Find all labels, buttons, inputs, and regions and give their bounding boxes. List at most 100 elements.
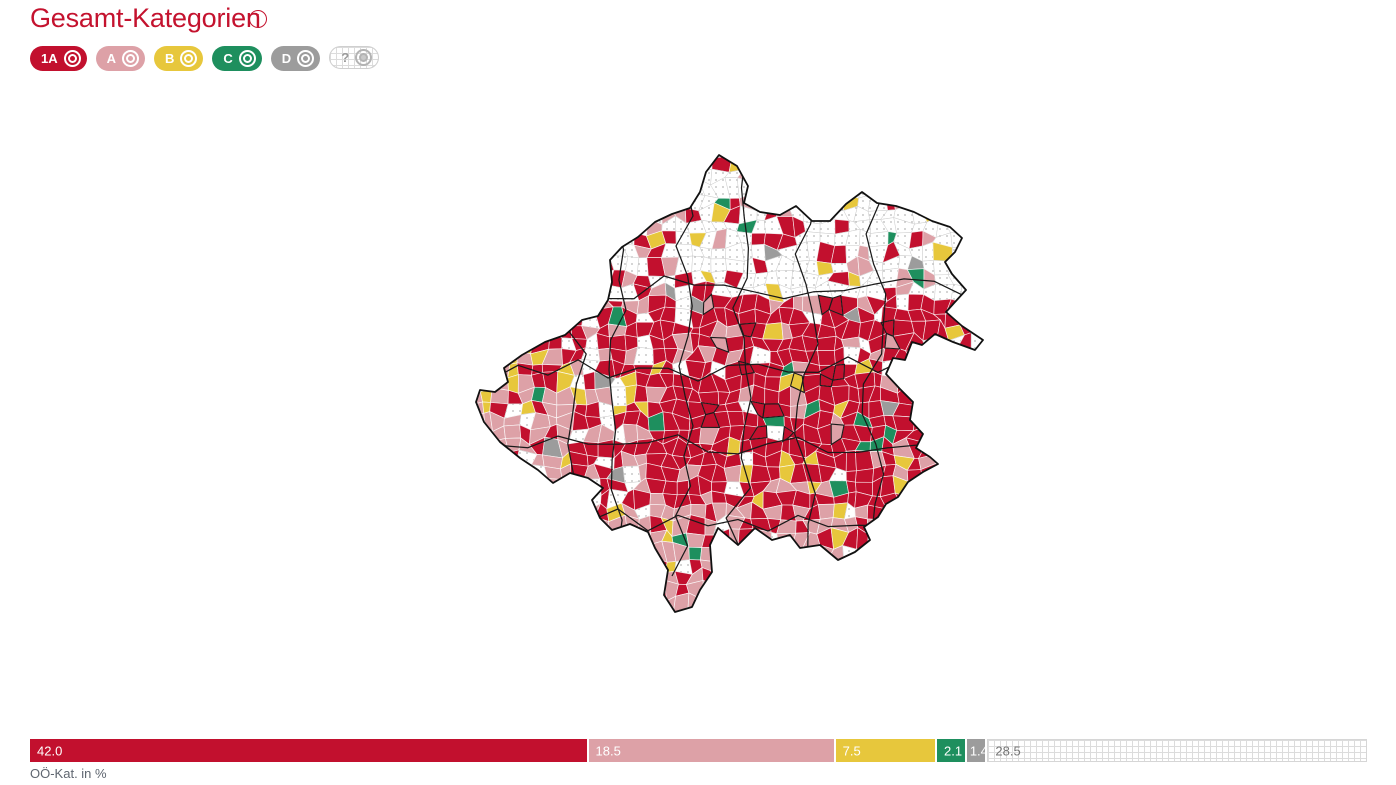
municipality[interactable]	[893, 142, 912, 153]
municipality[interactable]	[973, 543, 988, 557]
municipality[interactable]	[947, 568, 966, 584]
municipality[interactable]	[893, 514, 915, 536]
municipality[interactable]	[490, 468, 510, 478]
municipality[interactable]	[481, 451, 496, 471]
municipality[interactable]	[541, 488, 562, 508]
municipality[interactable]	[504, 280, 522, 303]
municipality[interactable]	[613, 580, 624, 601]
municipality[interactable]	[621, 177, 641, 199]
municipality[interactable]	[586, 606, 598, 617]
municipality[interactable]	[468, 582, 483, 600]
municipality[interactable]	[470, 320, 484, 338]
municipality[interactable]	[985, 544, 988, 557]
municipality[interactable]	[494, 189, 512, 207]
choropleth-map[interactable]	[468, 142, 988, 617]
municipality[interactable]	[986, 308, 988, 325]
municipality[interactable]	[581, 587, 599, 599]
municipality[interactable]	[507, 338, 521, 352]
municipality[interactable]	[792, 583, 807, 600]
municipality[interactable]	[867, 606, 886, 617]
municipality[interactable]	[777, 609, 796, 617]
municipality[interactable]	[853, 597, 874, 609]
municipality[interactable]	[556, 488, 577, 507]
municipality[interactable]	[947, 255, 959, 276]
municipality[interactable]	[646, 151, 667, 172]
municipality[interactable]	[970, 453, 988, 472]
municipality[interactable]	[702, 144, 716, 159]
municipality[interactable]	[479, 521, 494, 535]
municipality[interactable]	[817, 503, 835, 520]
municipality[interactable]	[935, 142, 954, 157]
municipality[interactable]	[519, 247, 534, 260]
municipality[interactable]	[607, 205, 628, 225]
municipality[interactable]	[560, 556, 574, 576]
municipality[interactable]	[506, 554, 520, 570]
municipality[interactable]	[595, 202, 611, 225]
municipality[interactable]	[935, 476, 950, 491]
municipality[interactable]	[606, 530, 629, 543]
municipality[interactable]	[949, 595, 967, 614]
municipality[interactable]	[495, 282, 511, 300]
municipality[interactable]	[957, 247, 972, 261]
municipality[interactable]	[904, 514, 928, 536]
municipality[interactable]	[468, 606, 485, 617]
municipality[interactable]	[776, 593, 796, 613]
municipality[interactable]	[946, 611, 967, 617]
municipality[interactable]	[960, 163, 975, 184]
municipality[interactable]	[470, 163, 484, 182]
municipality[interactable]	[737, 557, 753, 576]
municipality[interactable]	[596, 215, 614, 234]
municipality[interactable]	[581, 271, 599, 285]
municipality[interactable]	[625, 540, 637, 561]
municipality[interactable]	[957, 206, 977, 221]
municipality[interactable]	[596, 230, 615, 247]
municipality[interactable]	[804, 583, 823, 596]
municipality[interactable]	[919, 606, 941, 617]
municipality[interactable]	[489, 164, 507, 179]
municipality[interactable]	[918, 592, 941, 613]
municipality[interactable]	[593, 582, 616, 601]
municipality[interactable]	[506, 477, 524, 495]
municipality[interactable]	[516, 267, 538, 288]
municipality[interactable]	[866, 518, 885, 535]
municipality[interactable]	[866, 571, 889, 588]
municipality[interactable]	[596, 241, 615, 257]
municipality[interactable]	[813, 584, 837, 597]
municipality[interactable]	[529, 154, 547, 171]
municipality[interactable]	[505, 202, 523, 219]
municipality[interactable]	[987, 178, 988, 191]
municipality[interactable]	[971, 518, 988, 535]
municipality[interactable]	[518, 506, 534, 520]
municipality[interactable]	[922, 155, 936, 166]
municipality[interactable]	[775, 142, 796, 157]
municipality[interactable]	[688, 546, 703, 561]
municipality[interactable]	[582, 528, 600, 549]
municipality[interactable]	[922, 337, 938, 355]
municipality[interactable]	[762, 156, 781, 172]
municipality[interactable]	[621, 580, 642, 601]
municipality[interactable]	[964, 606, 978, 617]
municipality[interactable]	[503, 256, 523, 275]
municipality[interactable]	[945, 452, 964, 471]
municipality[interactable]	[515, 542, 536, 557]
municipality[interactable]	[710, 567, 727, 585]
municipality[interactable]	[671, 142, 692, 158]
municipality[interactable]	[546, 235, 556, 251]
municipality[interactable]	[816, 594, 835, 612]
municipality[interactable]	[892, 359, 913, 379]
municipality[interactable]	[853, 581, 874, 601]
municipality[interactable]	[594, 611, 616, 617]
municipality[interactable]	[806, 142, 820, 159]
municipality[interactable]	[479, 584, 494, 597]
municipality[interactable]	[490, 595, 512, 614]
municipality[interactable]	[635, 545, 649, 556]
municipality[interactable]	[879, 595, 894, 612]
municipality[interactable]	[596, 553, 615, 575]
municipality[interactable]	[924, 358, 937, 381]
municipality[interactable]	[569, 555, 585, 574]
municipality[interactable]	[468, 260, 485, 271]
municipality[interactable]	[959, 386, 976, 403]
municipality[interactable]	[519, 189, 536, 205]
municipality[interactable]	[607, 223, 628, 238]
municipality[interactable]	[554, 288, 570, 303]
